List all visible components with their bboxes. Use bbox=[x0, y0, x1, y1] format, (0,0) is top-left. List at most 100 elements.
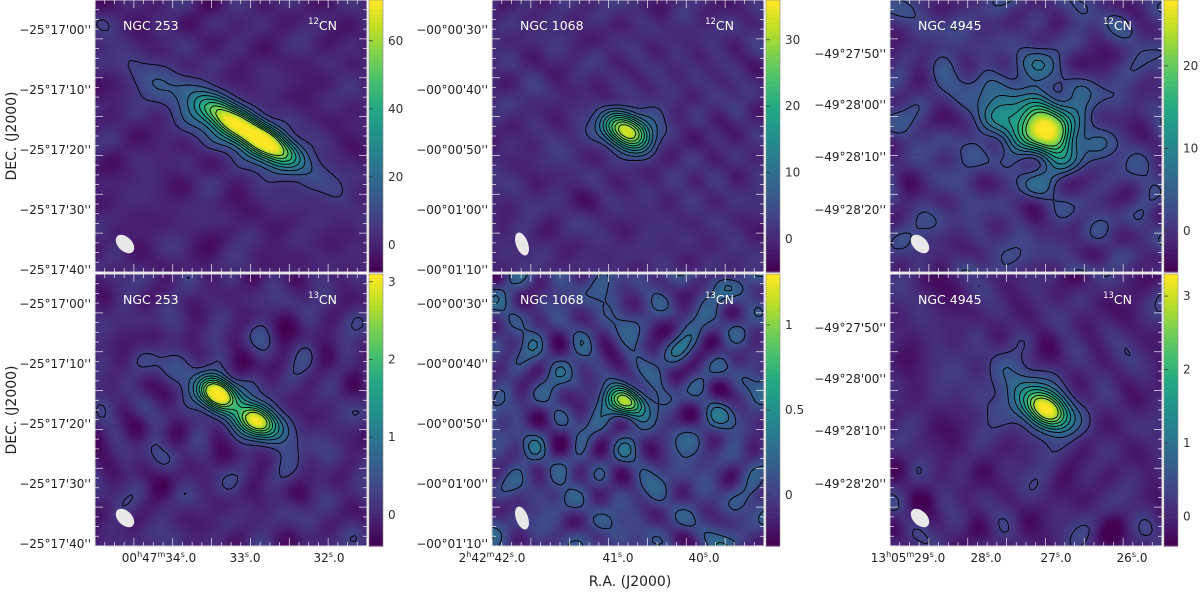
emission-map bbox=[95, 0, 367, 272]
contour-level-4 bbox=[991, 97, 1076, 165]
galaxy-label: NGC 4945 bbox=[918, 18, 982, 33]
ra-tick-label: 32s .0 bbox=[314, 550, 345, 565]
contour-level-2 bbox=[594, 107, 658, 157]
contour-level-8 bbox=[205, 383, 268, 430]
contour-level-2 bbox=[977, 53, 1108, 195]
line-label: 12CN bbox=[705, 17, 734, 33]
dec-tick-label: −25°17'00'' bbox=[19, 23, 91, 37]
contour-level-9 bbox=[617, 124, 637, 140]
panel-3: NGC 4945 12CN 20 10 0 −49°27'50'' −49°28'00'' −… bbox=[814, 0, 1198, 273]
panel-6: NGC 4945 13CN 3 2 1 0 −49°27'50'' −49°28'00'' −4… bbox=[814, 273, 1191, 565]
contour-level-4 bbox=[608, 387, 642, 414]
colorbar-tick-label: 20 bbox=[1183, 59, 1198, 73]
frame-ticks bbox=[491, 0, 765, 273]
contour-level-6 bbox=[204, 101, 293, 162]
dec-tick-label: −00°00'30'' bbox=[416, 297, 488, 311]
contour-set bbox=[96, 19, 344, 198]
galaxy-label: NGC 1068 bbox=[520, 18, 584, 33]
colorbar: 10.50 bbox=[765, 273, 804, 547]
contour-level-2 bbox=[151, 78, 313, 176]
dec-tick-label: −00°00'40'' bbox=[416, 83, 488, 97]
contour-level-6 bbox=[613, 392, 636, 410]
contour-level-8 bbox=[1033, 397, 1059, 420]
beam-ellipse bbox=[910, 234, 930, 254]
colorbar-tick-label: 0.5 bbox=[785, 403, 804, 417]
contour-level-7 bbox=[1021, 108, 1067, 150]
contour-level-6 bbox=[1026, 392, 1065, 425]
colorbar-tick-label: 20 bbox=[785, 99, 800, 113]
ra-tick-label: 2h 42m 42s .0 bbox=[459, 550, 526, 565]
colorbar-tick-label: 1 bbox=[785, 318, 793, 332]
x-axis-label: R.A. (J2000) bbox=[589, 574, 672, 590]
frame-ticks bbox=[889, 0, 1163, 273]
beam-ellipse bbox=[115, 234, 135, 254]
beam-ellipse bbox=[515, 506, 529, 530]
dec-tick-label: −25°17'20'' bbox=[19, 143, 91, 157]
colorbar: 20 10 0 bbox=[1163, 0, 1198, 273]
contour-level-2 bbox=[188, 369, 290, 445]
colorbar-tick-label: 0 bbox=[1183, 510, 1191, 524]
colorbar: 3 2 1 0 bbox=[1163, 273, 1191, 547]
contour-set bbox=[889, 0, 1163, 273]
line-label: 13CN bbox=[705, 291, 734, 307]
colorbar-tick-label: 10 bbox=[1183, 141, 1198, 155]
line-label: 12CN bbox=[1103, 17, 1132, 33]
dec-tick-label: −49°28'10'' bbox=[814, 150, 886, 164]
colorbar-tick-label: 3 bbox=[388, 275, 396, 289]
contour-level-8 bbox=[1025, 111, 1064, 147]
dec-tick-label: −49°28'00'' bbox=[814, 372, 886, 386]
contour-level-7 bbox=[616, 394, 633, 407]
contour-level-7 bbox=[1029, 394, 1062, 423]
galaxy-label: NGC 253 bbox=[123, 292, 179, 307]
contour-level-5 bbox=[1008, 101, 1072, 160]
colorbar-tick-label: 0 bbox=[785, 488, 793, 502]
y-axis-label-bottom: DEC. (J2000) bbox=[4, 366, 20, 455]
contour-level-5 bbox=[198, 98, 297, 165]
emission-map bbox=[95, 274, 367, 546]
dec-tick-label: −49°27'50'' bbox=[814, 47, 886, 61]
dec-tick-label: −00°00'50'' bbox=[416, 417, 488, 431]
dec-tick-label: −49°28'00'' bbox=[814, 98, 886, 112]
dec-tick-label: −25°17'10'' bbox=[19, 357, 91, 371]
contour-level-3 bbox=[605, 385, 646, 417]
panel-5: NGC 1068 13CN10.50−00°00'30''−00°00'40''−… bbox=[416, 273, 804, 565]
line-label: 13CN bbox=[308, 291, 337, 307]
frame-ticks bbox=[94, 0, 368, 273]
panel-4: NGC 253 13CN 3 2 1 0 −25°17'00'' −25°17'10'' −25… bbox=[19, 273, 396, 565]
contour-level-3 bbox=[192, 372, 284, 441]
dec-tick-label: −00°01'00'' bbox=[416, 203, 488, 217]
contour-level-5 bbox=[1023, 389, 1068, 427]
dec-tick-label: −25°17'00'' bbox=[19, 297, 91, 311]
dec-tick-label: −00°00'30'' bbox=[416, 23, 488, 37]
colorbar-tick-label: 2 bbox=[388, 352, 396, 366]
dec-tick-label: −25°17'30'' bbox=[19, 477, 91, 491]
colorbar-tick-label: 3 bbox=[1183, 289, 1191, 303]
contour-level-6 bbox=[201, 379, 274, 434]
dec-tick-label: −00°00'50'' bbox=[416, 143, 488, 157]
contour-set bbox=[491, 273, 765, 547]
colorbar-tick-label: 2 bbox=[1183, 363, 1191, 377]
contour-level-5 bbox=[605, 114, 648, 149]
contour-level-3 bbox=[599, 110, 654, 154]
ra-tick-label: 40s .0 bbox=[689, 550, 720, 565]
contour-level-1 bbox=[491, 273, 765, 547]
y-axis-label-top: DEC. (J2000) bbox=[4, 92, 20, 181]
dec-tick-label: −49°28'20'' bbox=[814, 477, 886, 491]
colorbar-tick-label: 20 bbox=[388, 170, 403, 184]
ra-tick-label: 28s .0 bbox=[971, 550, 1002, 565]
contour-level-8 bbox=[614, 121, 640, 142]
contour-level-1 bbox=[585, 104, 668, 162]
contour-level-5 bbox=[610, 390, 639, 412]
frame-ticks bbox=[491, 273, 765, 547]
colorbar: 60 40 20 0 bbox=[368, 0, 403, 273]
colorbar-tick-label: 60 bbox=[388, 34, 403, 48]
frame-ticks bbox=[889, 273, 1163, 547]
ra-tick-label: 27s .0 bbox=[1041, 550, 1072, 565]
line-label: 12CN bbox=[308, 17, 337, 33]
dec-tick-label: −25°17'10'' bbox=[19, 83, 91, 97]
beam-ellipse bbox=[115, 508, 135, 528]
beam-ellipse bbox=[910, 508, 930, 528]
line-label: 13CN bbox=[1103, 291, 1132, 307]
contour-set bbox=[96, 276, 364, 543]
